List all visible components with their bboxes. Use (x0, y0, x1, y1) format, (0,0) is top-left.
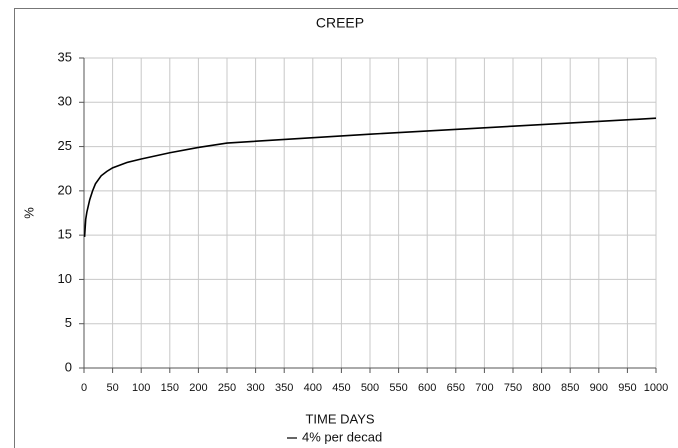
x-tick-label: 0 (81, 382, 87, 394)
x-tick-label: 750 (504, 382, 522, 394)
y-tick-label: 30 (58, 94, 72, 109)
x-tick-label: 600 (418, 382, 436, 394)
x-tick-label: 100 (132, 382, 150, 394)
x-tick-label: 150 (161, 382, 179, 394)
frame (14, 8, 678, 448)
x-axis-label: TIME DAYS (305, 411, 374, 426)
y-tick-label: 5 (65, 315, 72, 330)
y-tick-label: 25 (58, 138, 72, 153)
x-tick-label: 950 (618, 382, 636, 394)
x-tick-label: 450 (332, 382, 350, 394)
y-axis-label: % (21, 207, 36, 219)
x-tick-label: 500 (361, 382, 379, 394)
y-tick-label: 35 (58, 49, 72, 64)
x-tick-label: 900 (590, 382, 608, 394)
legend-label: 4% per decad (302, 429, 382, 444)
x-tick-label: 650 (447, 382, 465, 394)
y-tick-label: 20 (58, 182, 72, 197)
x-tick-label: 250 (218, 382, 236, 394)
x-tick-label: 800 (532, 382, 550, 394)
x-tick-label: 850 (561, 382, 579, 394)
series-line (83, 117, 657, 237)
x-tick-label: 700 (475, 382, 493, 394)
x-tick-label: 200 (189, 382, 207, 394)
x-tick-label: 550 (389, 382, 407, 394)
x-tick-label: 300 (246, 382, 264, 394)
x-tick-label: 50 (106, 382, 118, 394)
x-tick-label: 1000 (644, 382, 668, 394)
y-tick-label: 10 (58, 271, 72, 286)
x-tick-label: 350 (275, 382, 293, 394)
chart-title: CREEP (316, 15, 364, 31)
x-tick-label: 400 (304, 382, 322, 394)
y-tick-label: 0 (65, 359, 72, 374)
y-tick-label: 15 (58, 227, 72, 242)
